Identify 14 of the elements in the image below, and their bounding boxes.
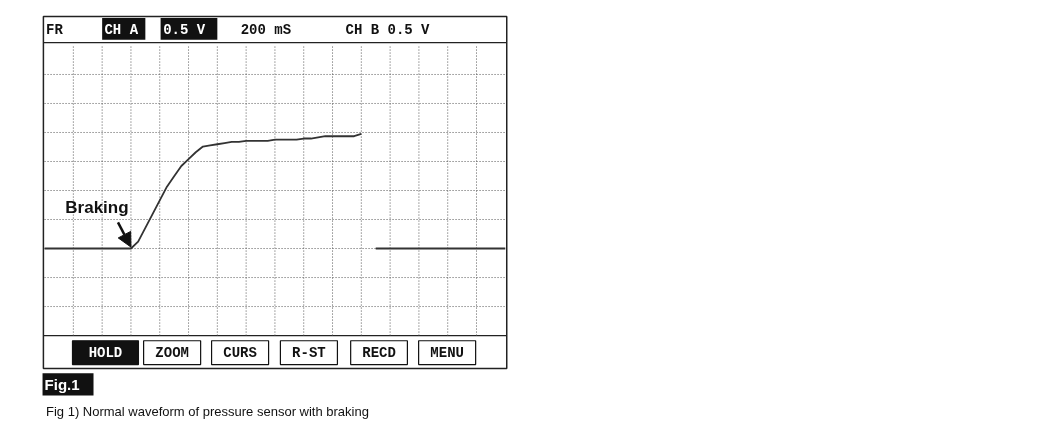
annotation: Braking (65, 198, 129, 218)
text: ZOOM (155, 344, 189, 361)
text: CH B 0.5 V (345, 21, 431, 38)
text: HOLD (88, 344, 123, 361)
text: RECD (362, 344, 396, 361)
caption: Fig 1) Normal waveform of pressure sensor with braking (46, 404, 369, 420)
text: 0.5 V (163, 21, 206, 38)
text: FR (46, 21, 64, 38)
caption: Fig.1 (44, 375, 80, 393)
text: R-ST (292, 344, 326, 361)
text: 200 mS (240, 21, 292, 38)
text: CH A (104, 21, 139, 38)
text: CURS (223, 344, 257, 361)
text: MENU (430, 344, 464, 361)
